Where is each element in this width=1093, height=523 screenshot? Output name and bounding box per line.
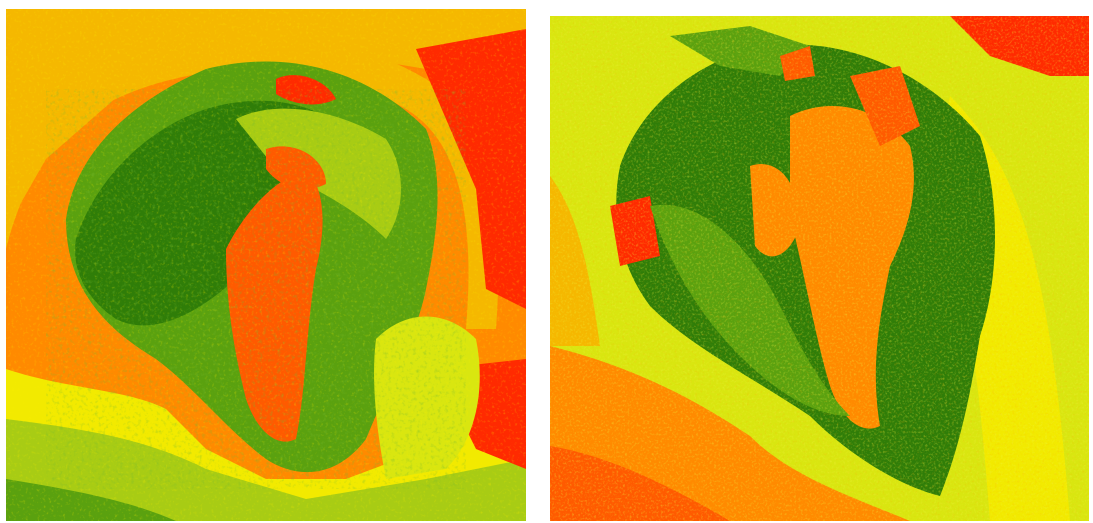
right-map-panel [550,16,1089,521]
right-map-raster [550,16,1089,521]
left-map-raster [6,9,526,521]
left-map-panel [6,9,526,521]
